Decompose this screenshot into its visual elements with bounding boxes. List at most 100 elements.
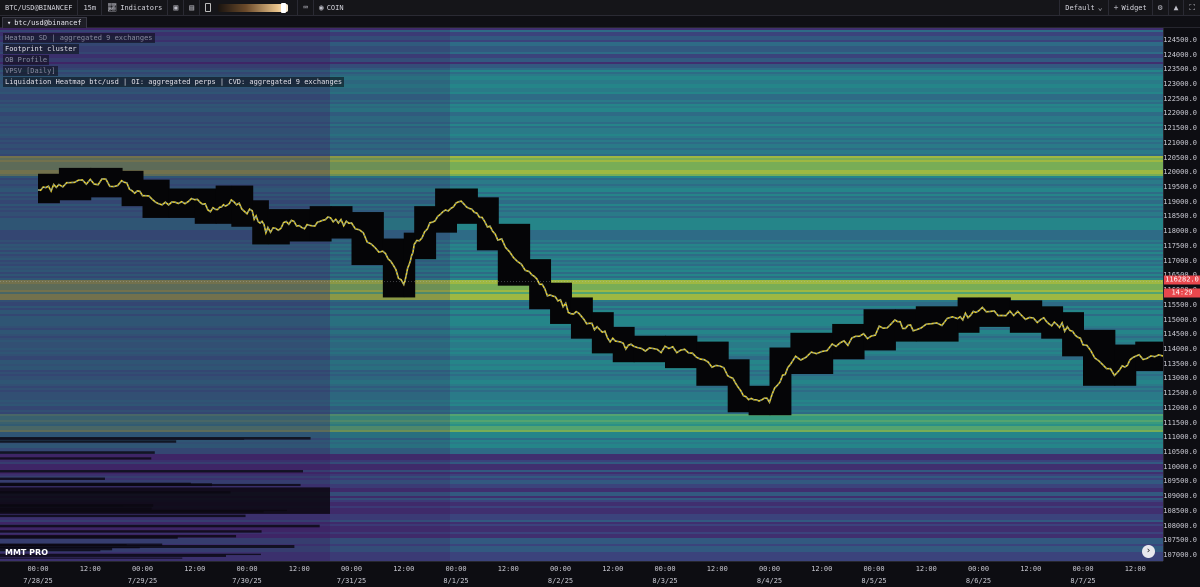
time-tick: 12:00 xyxy=(706,565,728,573)
coin-button[interactable]: ◉ COIN xyxy=(314,0,349,16)
legend-item-vpsv[interactable]: VPSV [Daily] xyxy=(3,66,58,76)
price-range-block xyxy=(832,323,865,360)
time-tick: 12:00 xyxy=(288,565,310,573)
heatmap-band xyxy=(0,36,1163,38)
chevron-down-icon: ⌄ xyxy=(1097,2,1103,12)
heatmap-band xyxy=(0,278,1163,280)
price-range-block xyxy=(1041,306,1064,339)
time-tick: 00:00 xyxy=(27,565,49,573)
tab-btcusd[interactable]: ▾ btc/usd@binancef xyxy=(2,17,87,28)
legend-item-liquidation-heatmap[interactable]: Liquidation Heatmap btc/usd | OI: aggreg… xyxy=(3,77,345,87)
price-range-block xyxy=(894,309,917,342)
price-axis[interactable]: 124500.0 124000.0 123500.0 123000.0 122500.0… xyxy=(1163,28,1200,561)
heatmap-band xyxy=(0,464,1163,466)
heatmap-band xyxy=(0,122,1163,124)
layout-selector[interactable]: Default ⌄ xyxy=(1059,0,1109,16)
learn-button[interactable]: ▲ xyxy=(1169,0,1185,16)
price-range-block xyxy=(957,297,980,333)
symbol-selector[interactable]: BTC/USD@BINANCEF xyxy=(0,0,79,16)
heatmap-band xyxy=(0,270,1163,272)
heatmap-band xyxy=(0,362,1163,364)
heatmap-band xyxy=(0,460,1163,462)
liquidation-heatmap xyxy=(0,28,1163,561)
heatmap-band xyxy=(0,248,1163,250)
heatmap-band xyxy=(0,114,1163,116)
legend-item-heatmap[interactable]: Heatmap SD | aggregated 9 exchanges xyxy=(3,33,155,43)
heatmap-band xyxy=(0,268,1163,270)
price-range-block xyxy=(309,206,332,242)
crop-button[interactable]: ▣ xyxy=(168,0,185,16)
heatmap-band xyxy=(0,458,1163,460)
heatmap-band xyxy=(0,548,1163,550)
heatmap-band xyxy=(0,524,1163,526)
folder-button[interactable]: ▤ xyxy=(184,0,201,16)
heatmap-band xyxy=(0,358,1163,360)
liquidation-block xyxy=(0,487,330,514)
heatmap-band xyxy=(0,466,1163,468)
price-tick: 122500.0 xyxy=(1163,94,1197,103)
heatmap-band xyxy=(0,280,1163,282)
heatmap-band xyxy=(0,218,1163,220)
heatmap-band xyxy=(0,200,1163,202)
heatmap-band xyxy=(0,418,1163,420)
heatmap-band xyxy=(0,180,1163,182)
heatmap-band xyxy=(0,366,1163,368)
time-axis[interactable]: 00:00 12:00 00:00 12:00 00:00 12:00 00:00 12:00… xyxy=(0,561,1163,587)
liquidation-bar xyxy=(0,470,304,473)
heatmap-band xyxy=(0,226,1163,228)
date-label: 7/28/25 xyxy=(23,577,53,585)
heatmap-band xyxy=(0,382,1163,384)
heatmap-band xyxy=(0,56,1163,58)
date-label: 8/6/25 xyxy=(965,577,992,585)
price-range-block xyxy=(351,212,384,266)
price-range-block xyxy=(727,359,750,413)
heatmap-band xyxy=(0,250,1163,252)
heatmap-band xyxy=(0,374,1163,376)
legend-item-ob-profile[interactable]: OB Profile xyxy=(3,55,50,65)
date-label: 8/1/25 xyxy=(443,577,469,585)
heatmap-band xyxy=(0,128,1163,130)
heatmap-band xyxy=(0,256,1163,258)
heatmap-band xyxy=(0,528,1163,530)
top-toolbar: BTC/USD@BINANCEF 15m 📈︎ Indicators ▣ ▤ ⌨… xyxy=(0,0,1200,16)
heatmap-band xyxy=(0,194,1163,196)
widget-button[interactable]: + Widget xyxy=(1109,0,1153,16)
settings-button[interactable]: ⚙︎ xyxy=(1153,0,1169,16)
heatmap-band xyxy=(0,102,1163,104)
heatmap-band xyxy=(0,492,1163,494)
date-label: 8/3/25 xyxy=(652,577,678,585)
chart-plot-area[interactable]: Heatmap SD | aggregated 9 exchanges Foot… xyxy=(0,28,1163,561)
heatmap-band xyxy=(0,110,1163,112)
heatmap-band xyxy=(0,500,1163,502)
legend-item-footprint[interactable]: Footprint cluster xyxy=(3,44,79,54)
heatmap-band xyxy=(0,118,1163,120)
scroll-to-realtime-button[interactable]: › xyxy=(1142,545,1155,558)
fullscreen-button[interactable]: ⛶ xyxy=(1184,0,1200,16)
price-tick: 121500.0 xyxy=(1163,124,1197,133)
heatmap-band xyxy=(0,554,1163,556)
heatmap-band xyxy=(0,408,1163,410)
heatmap-band xyxy=(0,148,1163,150)
indicators-button[interactable]: 📈︎ Indicators xyxy=(102,0,169,16)
heatmap-band xyxy=(0,162,1163,164)
interval-selector[interactable]: 15m xyxy=(78,0,103,16)
price-tick: 108000.0 xyxy=(1163,521,1197,530)
heatmap-band xyxy=(0,192,1163,194)
heatmap-band xyxy=(0,80,1163,82)
keyboard-button[interactable]: ⌨︎ xyxy=(298,0,314,16)
liquidation-bar xyxy=(0,554,227,557)
liquidation-bar xyxy=(0,514,246,518)
heatmap-band xyxy=(0,434,1163,436)
heatmap-band xyxy=(0,552,1163,554)
heatmap-band xyxy=(0,472,1163,474)
heatmap-band xyxy=(0,294,1163,296)
liquidation-bar xyxy=(0,534,237,538)
heatmap-band xyxy=(0,258,1163,260)
heatmap-opacity-slider[interactable] xyxy=(218,2,289,13)
slider-knob[interactable] xyxy=(281,2,287,13)
heatmap-band xyxy=(0,176,1163,178)
opacity-control[interactable] xyxy=(200,0,299,16)
time-tick: 12:00 xyxy=(79,565,101,573)
heatmap-band xyxy=(0,158,1163,160)
price-range-block xyxy=(121,170,144,207)
